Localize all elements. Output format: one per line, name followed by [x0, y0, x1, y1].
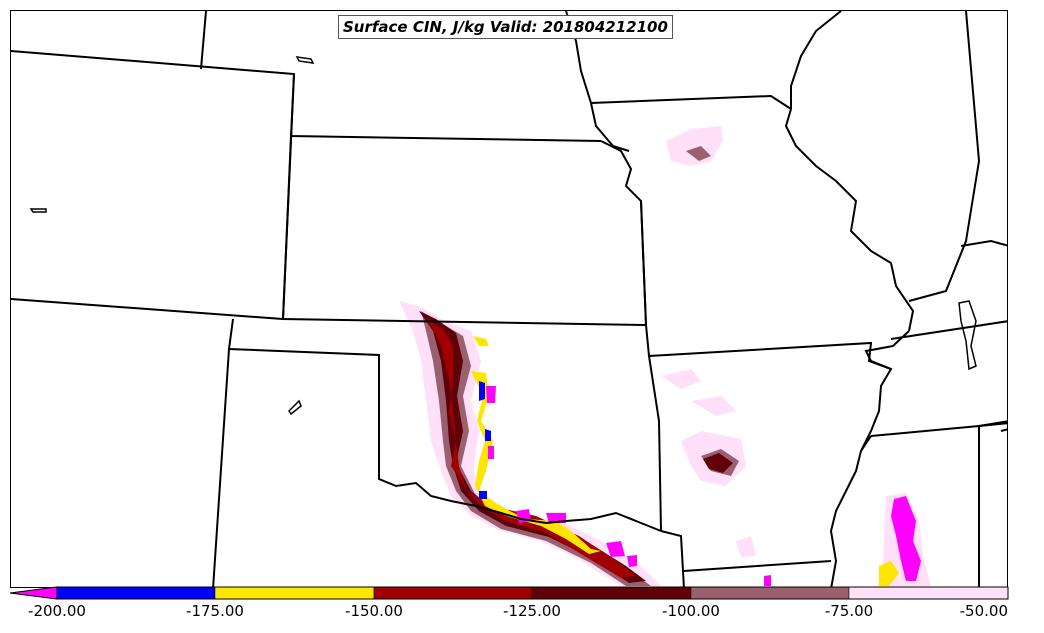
louisiana-border: [682, 570, 685, 587]
nebraska-border: [200, 11, 207, 70]
tn-north: [978, 422, 1007, 427]
colorbar-tick-6: -75.00: [824, 602, 874, 620]
cin-field-red: [426, 319, 636, 578]
colorbar-segment-1: [56, 586, 216, 600]
map-title: Surface CIN, J/kg Valid: 201804212100: [338, 15, 673, 39]
lake-feature: [295, 56, 315, 64]
cin-field-magenta-5: [606, 541, 625, 557]
cin-field-blue-3: [479, 491, 487, 499]
colorbar-segment-4: [531, 586, 692, 600]
oklahoma-border: [227, 318, 662, 532]
colorbar-segment-6: [848, 586, 1009, 600]
colorbar-under-triangle: [9, 586, 58, 600]
arkansas-south-border: [660, 530, 832, 573]
cin-field-magenta-8: [764, 575, 771, 586]
lake-feature-2: [29, 208, 47, 213]
cin-field-blue: [479, 381, 485, 401]
colorbar-tick-7: -50.00: [959, 602, 1008, 620]
colorbar-segment-2: [214, 586, 375, 600]
colorbar-tick-2: -175.00: [186, 602, 244, 620]
cin-field-magenta-2: [488, 446, 494, 459]
missouri-west-border: [600, 140, 647, 326]
ky-border: [960, 239, 1007, 247]
cin-field-magenta: [486, 386, 496, 403]
cin-field-pink-6: [691, 396, 736, 416]
illinois-river: [784, 11, 915, 332]
kentucky-lake: [958, 300, 977, 371]
mississippi-state-border: [860, 435, 872, 452]
colorado-border: [11, 50, 296, 321]
iowa-missouri-border: [590, 94, 792, 110]
cin-field-yellow-2: [879, 561, 899, 586]
colorbar-tick-5: -100.00: [662, 602, 720, 620]
map-canvas: [11, 11, 1007, 587]
map-frame: [10, 10, 1008, 588]
state-boundaries: [11, 11, 1007, 587]
new-mexico-border: [212, 348, 230, 587]
colorbar-segment-5: [690, 586, 850, 600]
cin-field-mauve-2: [686, 146, 711, 161]
indiana-border: [908, 11, 981, 302]
cin-field-yellow: [471, 371, 601, 554]
cin-field-pink-2: [666, 126, 723, 166]
mississippi-upper: [565, 11, 630, 152]
cin-field-magenta-6: [891, 496, 921, 581]
cin-field-yellow-3: [473, 336, 489, 346]
cin-field-darkred-2: [703, 453, 733, 473]
colorbar-outline: [56, 586, 1009, 600]
tennessee-border: [890, 320, 1007, 340]
colorbar-tick-4: -125.00: [503, 602, 561, 620]
cin-field-blue-2: [485, 429, 491, 441]
colorbar-segment-3: [373, 586, 533, 600]
cin-field-pink-7: [736, 536, 756, 557]
kansas-border: [281, 135, 648, 327]
colorbar-tick-1: -200.00: [28, 602, 86, 620]
cin-field-pink-5: [661, 369, 701, 389]
oklahoma-east-border: [645, 324, 662, 532]
arkansas-border: [648, 341, 893, 587]
kansas-north-border: [289, 73, 602, 142]
ohio-river: [1000, 428, 1007, 432]
cin-field-darkred: [419, 311, 646, 583]
lake-feature-3: [288, 399, 302, 416]
tennessee-south-border: [870, 420, 1007, 437]
cin-contours: [399, 126, 931, 586]
colorbar-tick-3: -150.00: [345, 602, 403, 620]
colorbar: [9, 586, 1009, 600]
cin-field-magenta-7: [627, 555, 637, 567]
